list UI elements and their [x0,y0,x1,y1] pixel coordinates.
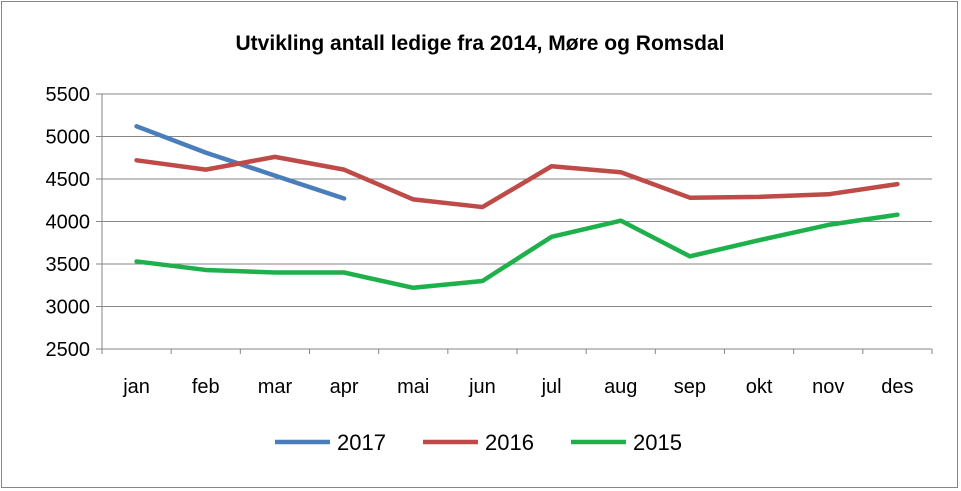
y-tick-label: 2500 [46,339,91,361]
y-tick-label: 5500 [46,84,91,106]
gridlines [96,93,933,354]
series-lines [134,124,900,291]
x-axis-ticks: jan feb mar apr mai jun jul aug sep okt nov des [122,376,913,398]
x-tick-label: mar [258,376,293,398]
series-line-2016 [134,154,900,210]
x-tick-label: mai [397,376,429,398]
legend-label-2015: 2015 [633,430,682,455]
chart-title: Utvikling antall ledige fra 2014, Møre o… [236,32,725,55]
series-line-2015 [134,212,900,291]
x-tick-label: sep [674,376,706,398]
y-tick-label: 3500 [46,254,91,276]
legend: 2017 2016 2015 [275,430,682,455]
y-axis-ticks: 2500 3000 3500 4000 4500 5000 5500 [46,84,91,361]
x-tick-label: okt [746,376,773,398]
x-tick-label: jan [122,376,150,398]
x-tick-label: feb [192,376,220,398]
x-tick-label: jul [541,376,562,398]
y-tick-label: 3000 [46,297,91,319]
x-tick-label: apr [330,376,359,398]
x-tick-label: des [881,376,913,398]
x-tick-label: jun [468,376,496,398]
legend-label-2016: 2016 [485,430,534,455]
y-tick-label: 4000 [46,212,91,234]
x-tick-label: nov [812,376,844,398]
legend-label-2017: 2017 [337,430,386,455]
y-tick-label: 4500 [46,169,91,191]
y-tick-label: 5000 [46,127,91,149]
x-tick-label: aug [604,376,637,398]
